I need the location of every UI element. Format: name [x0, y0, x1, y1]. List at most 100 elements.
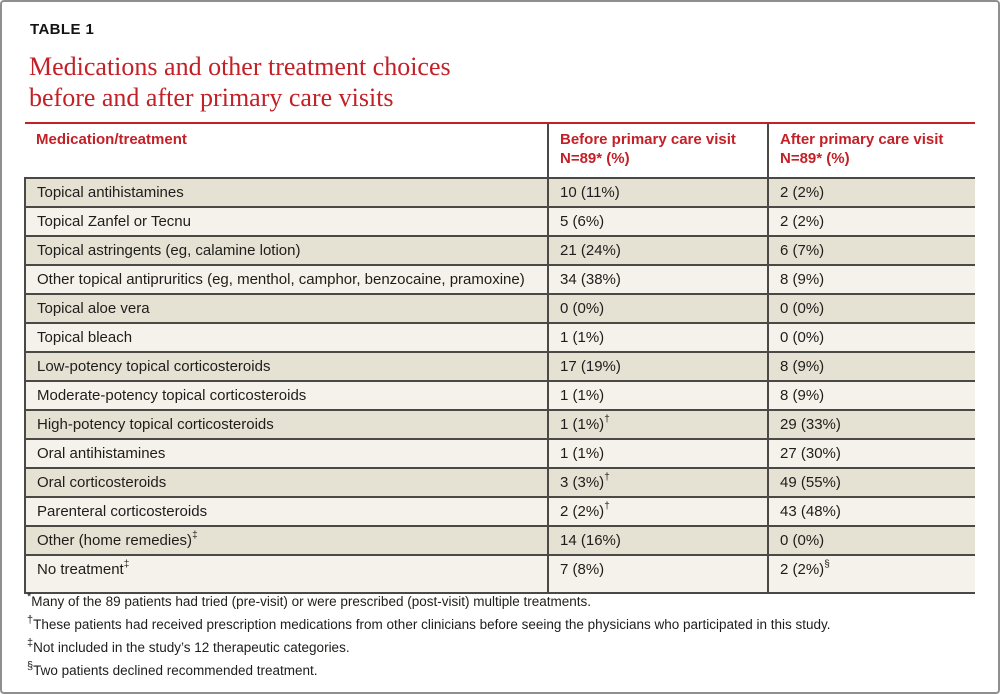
cell-medication: Other topical antipruritics (eg, menthol…	[24, 264, 548, 294]
before-value: 21 (24%)	[560, 242, 621, 259]
cell-medication: Moderate-potency topical corticosteroids	[24, 380, 548, 410]
before-value: 0 (0%)	[560, 300, 605, 317]
after-value: 8 (9%)	[780, 271, 825, 288]
footnote-symbol: *	[27, 590, 32, 603]
medication-name: Oral antihistamines	[37, 445, 166, 462]
cell-before: 1 (1%)	[547, 322, 768, 352]
table-row: Topical Zanfel or Tecnu 5 (6%) 2 (2%)	[24, 206, 975, 236]
table-row: No treatment‡ 7 (8%) 2 (2%)§	[24, 554, 975, 594]
medication-name: Low-potency topical corticosteroids	[37, 358, 271, 375]
footnote-text: These patients had received prescription…	[33, 617, 831, 632]
cell-before: 5 (6%)	[547, 206, 768, 236]
footnote-double-dagger: ‡Not included in the study’s 12 therapeu…	[27, 636, 977, 656]
before-value: 7 (8%)	[560, 561, 605, 578]
before-value: 3 (3%)	[560, 474, 605, 491]
medications-table: Medication/treatment Before primary care…	[24, 122, 975, 594]
cell-before: 1 (1%)	[547, 438, 768, 468]
cell-medication: Topical aloe vera	[24, 293, 548, 323]
column-header-label: Before primary care visit	[560, 131, 736, 148]
cell-medication: Oral corticosteroids	[24, 467, 548, 497]
cell-before: 1 (1%)†	[547, 409, 768, 439]
table-row: Oral antihistamines 1 (1%) 27 (30%)	[24, 438, 975, 468]
cell-medication: Topical Zanfel or Tecnu	[24, 206, 548, 236]
cell-medication: Parenteral corticosteroids	[24, 496, 548, 526]
footnotes: *Many of the 89 patients had tried (pre-…	[27, 590, 977, 685]
after-value: 8 (9%)	[780, 358, 825, 375]
header-row: Medication/treatment Before primary care…	[25, 122, 975, 179]
before-value: 1 (1%)	[560, 329, 605, 346]
before-value: 34 (38%)	[560, 271, 621, 288]
table-row: Topical antihistamines 10 (11%) 2 (2%)	[24, 178, 975, 207]
after-value: 43 (48%)	[780, 503, 841, 520]
footnote-symbol: ‡	[27, 636, 34, 649]
cell-before: 34 (38%)	[547, 264, 768, 294]
table-row: Low-potency topical corticosteroids 17 (…	[24, 351, 975, 381]
after-value: 0 (0%)	[780, 329, 825, 346]
cell-medication: Topical bleach	[24, 322, 548, 352]
cell-after: 0 (0%)	[767, 322, 975, 352]
medication-name: Topical astringents (eg, calamine lotion…	[37, 242, 301, 259]
table-row: Topical aloe vera 0 (0%) 0 (0%)	[24, 293, 975, 323]
cell-after: 6 (7%)	[767, 235, 975, 265]
footnote-mark: ‡	[123, 559, 130, 570]
table-body: Topical antihistamines 10 (11%) 2 (2%) T…	[24, 178, 975, 594]
column-header-medication: Medication/treatment	[25, 122, 548, 179]
column-header-before: Before primary care visit N=89* (%)	[547, 122, 768, 179]
cell-before: 14 (16%)	[547, 525, 768, 555]
medication-name: Parenteral corticosteroids	[37, 503, 208, 520]
table-title: Medications and other treatment choices …	[29, 51, 451, 113]
after-value: 0 (0%)	[780, 300, 825, 317]
medication-name: Other (home remedies)	[37, 532, 193, 549]
medication-name: Topical aloe vera	[37, 300, 150, 317]
cell-medication: Oral antihistamines	[24, 438, 548, 468]
cell-before: 21 (24%)	[547, 235, 768, 265]
column-header-sub: N=89* (%)	[780, 150, 850, 167]
table-row: Parenteral corticosteroids 2 (2%)† 43 (4…	[24, 496, 975, 526]
cell-after: 43 (48%)	[767, 496, 975, 526]
cell-after: 8 (9%)	[767, 380, 975, 410]
table-header: Medication/treatment Before primary care…	[25, 122, 975, 179]
table-row: High-potency topical corticosteroids 1 (…	[24, 409, 975, 439]
after-value: 0 (0%)	[780, 532, 825, 549]
cell-after: 0 (0%)	[767, 293, 975, 323]
footnote-symbol: §	[27, 659, 34, 672]
after-value: 6 (7%)	[780, 242, 825, 259]
cell-after: 2 (2%)§	[767, 554, 975, 594]
after-value: 29 (33%)	[780, 416, 841, 433]
cell-before: 2 (2%)†	[547, 496, 768, 526]
before-value: 1 (1%)	[560, 387, 605, 404]
column-header-label: After primary care visit	[780, 131, 944, 148]
cell-before: 0 (0%)	[547, 293, 768, 323]
cell-after: 8 (9%)	[767, 264, 975, 294]
after-value: 2 (2%)	[780, 213, 825, 230]
cell-after: 2 (2%)	[767, 206, 975, 236]
after-value: 2 (2%)	[780, 561, 825, 578]
cell-medication: High-potency topical corticosteroids	[24, 409, 548, 439]
before-value: 10 (11%)	[560, 184, 620, 201]
cell-before: 17 (19%)	[547, 351, 768, 381]
footnote-text: Many of the 89 patients had tried (pre-v…	[31, 594, 592, 609]
footnote-asterisk: *Many of the 89 patients had tried (pre-…	[27, 590, 977, 610]
table-title-line2: before and after primary care visits	[29, 83, 394, 112]
medication-name: Topical Zanfel or Tecnu	[37, 213, 191, 230]
medication-name: Topical bleach	[37, 329, 133, 346]
before-value: 1 (1%)	[560, 445, 605, 462]
cell-after: 49 (55%)	[767, 467, 975, 497]
column-header-sub: N=89* (%)	[560, 150, 630, 167]
cell-after: 8 (9%)	[767, 351, 975, 381]
before-value: 5 (6%)	[560, 213, 605, 230]
before-value: 17 (19%)	[560, 358, 621, 375]
cell-before: 10 (11%)	[547, 178, 768, 207]
cell-before: 7 (8%)	[547, 554, 768, 594]
medication-name: Oral corticosteroids	[37, 474, 167, 491]
footnote-mark: †	[604, 501, 610, 512]
cell-medication: Topical astringents (eg, calamine lotion…	[24, 235, 548, 265]
table-row: Moderate-potency topical corticosteroids…	[24, 380, 975, 410]
medication-name: High-potency topical corticosteroids	[37, 416, 274, 433]
cell-after: 27 (30%)	[767, 438, 975, 468]
footnote-mark: §	[824, 559, 830, 570]
footnote-mark: †	[604, 414, 610, 425]
after-value: 27 (30%)	[780, 445, 841, 462]
cell-before: 1 (1%)	[547, 380, 768, 410]
table-title-line1: Medications and other treatment choices	[29, 52, 451, 81]
